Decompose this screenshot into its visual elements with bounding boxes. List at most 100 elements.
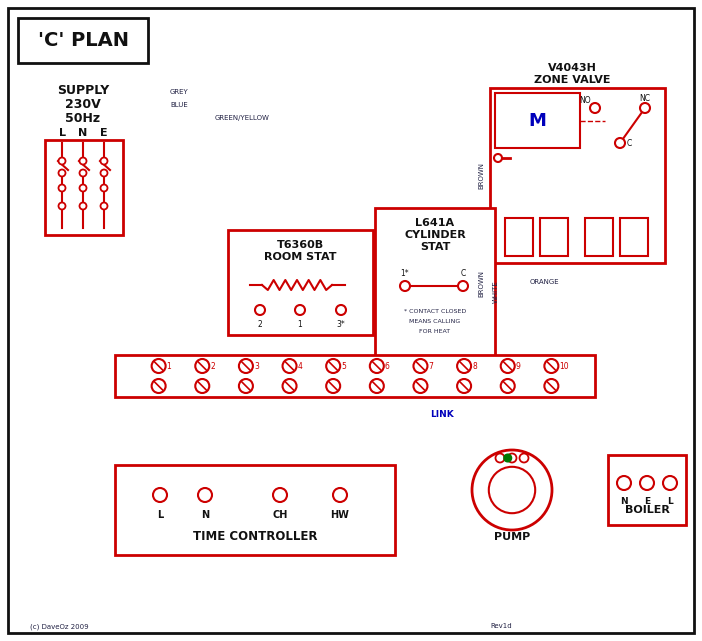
- Text: T6360B: T6360B: [277, 240, 324, 250]
- Circle shape: [508, 453, 517, 463]
- Text: 4: 4: [298, 362, 303, 370]
- Bar: [18, 18, 148, 63]
- Text: N  E  L: N E L: [496, 485, 528, 494]
- Text: 'C' PLAN: 'C' PLAN: [37, 31, 128, 49]
- Text: 9: 9: [516, 362, 521, 370]
- Circle shape: [239, 379, 253, 393]
- Text: 50Hz: 50Hz: [65, 112, 100, 124]
- Text: L641A: L641A: [416, 218, 455, 228]
- Circle shape: [663, 476, 677, 490]
- Text: 10: 10: [559, 362, 569, 370]
- Text: SUPPLY: SUPPLY: [57, 83, 109, 97]
- Text: L: L: [58, 128, 65, 138]
- Circle shape: [458, 281, 468, 291]
- Text: 6: 6: [385, 362, 390, 370]
- Bar: [505, 218, 533, 256]
- Text: BLUE: BLUE: [170, 102, 187, 108]
- Text: ROOM STAT: ROOM STAT: [264, 252, 337, 262]
- Text: 3: 3: [254, 362, 259, 370]
- Circle shape: [544, 359, 558, 373]
- Circle shape: [153, 488, 167, 502]
- Circle shape: [100, 169, 107, 176]
- Circle shape: [494, 154, 502, 162]
- Circle shape: [326, 379, 340, 393]
- Bar: [585, 218, 613, 256]
- Text: 2: 2: [211, 362, 215, 370]
- Text: LINK: LINK: [430, 410, 454, 419]
- Text: E: E: [644, 497, 650, 506]
- Circle shape: [544, 379, 558, 393]
- Circle shape: [336, 305, 346, 315]
- Circle shape: [58, 158, 65, 165]
- Text: BOILER: BOILER: [625, 505, 670, 515]
- Circle shape: [58, 185, 65, 192]
- Text: PUMP: PUMP: [494, 532, 530, 542]
- Circle shape: [370, 359, 384, 373]
- Text: ORANGE: ORANGE: [530, 279, 559, 285]
- Circle shape: [413, 359, 428, 373]
- Bar: [495, 93, 580, 148]
- Text: CH: CH: [272, 510, 288, 520]
- Text: NO: NO: [579, 96, 591, 105]
- Circle shape: [519, 453, 529, 463]
- Circle shape: [79, 185, 86, 192]
- Text: TIME CONTROLLER: TIME CONTROLLER: [193, 530, 317, 543]
- Circle shape: [400, 281, 410, 291]
- Circle shape: [282, 379, 296, 393]
- Circle shape: [79, 203, 86, 210]
- Circle shape: [617, 476, 631, 490]
- Circle shape: [413, 379, 428, 393]
- Circle shape: [273, 488, 287, 502]
- Circle shape: [195, 359, 209, 373]
- Text: C: C: [627, 139, 633, 148]
- Text: 230V: 230V: [65, 97, 101, 110]
- Circle shape: [152, 379, 166, 393]
- Text: 1: 1: [298, 320, 303, 329]
- Text: 1*: 1*: [401, 269, 409, 278]
- Bar: [490, 88, 665, 263]
- Text: (c) DaveOz 2009: (c) DaveOz 2009: [30, 623, 88, 629]
- Circle shape: [79, 158, 86, 165]
- Circle shape: [79, 169, 86, 176]
- Bar: [620, 218, 648, 256]
- Bar: [115, 465, 395, 555]
- Bar: [228, 230, 373, 335]
- Circle shape: [370, 379, 384, 393]
- Text: 5: 5: [341, 362, 346, 370]
- Circle shape: [504, 454, 511, 462]
- Bar: [540, 218, 568, 256]
- Text: FOR HEAT: FOR HEAT: [419, 329, 451, 334]
- Circle shape: [195, 379, 209, 393]
- Circle shape: [282, 359, 296, 373]
- Circle shape: [333, 488, 347, 502]
- Circle shape: [501, 359, 515, 373]
- Circle shape: [640, 476, 654, 490]
- Circle shape: [295, 305, 305, 315]
- Circle shape: [496, 453, 505, 463]
- Text: ZONE VALVE: ZONE VALVE: [534, 75, 610, 85]
- Text: WHITE: WHITE: [493, 280, 499, 303]
- Circle shape: [100, 185, 107, 192]
- Text: NC: NC: [640, 94, 651, 103]
- Bar: [608, 455, 686, 525]
- Circle shape: [326, 359, 340, 373]
- Text: L: L: [157, 510, 163, 520]
- Text: * CONTACT CLOSED: * CONTACT CLOSED: [404, 309, 466, 314]
- Text: 3*: 3*: [337, 320, 345, 329]
- Text: STAT: STAT: [420, 242, 450, 252]
- Circle shape: [489, 467, 535, 513]
- Circle shape: [152, 359, 166, 373]
- Text: CYLINDER: CYLINDER: [404, 230, 466, 240]
- Circle shape: [58, 203, 65, 210]
- Circle shape: [501, 379, 515, 393]
- Text: 7: 7: [428, 362, 433, 370]
- Circle shape: [198, 488, 212, 502]
- Bar: [115, 355, 595, 397]
- Text: L: L: [667, 497, 673, 506]
- Bar: [375, 208, 495, 358]
- Text: E: E: [100, 128, 108, 138]
- Circle shape: [472, 450, 552, 530]
- Circle shape: [255, 305, 265, 315]
- Text: 2: 2: [258, 320, 263, 329]
- Text: BROWN: BROWN: [478, 162, 484, 188]
